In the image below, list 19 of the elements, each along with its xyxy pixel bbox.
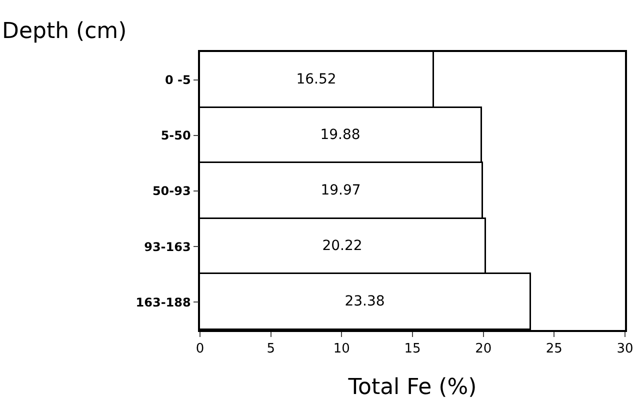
x-tick-label: 30 [616,341,634,356]
y-tick-label: 93-163 [144,240,191,254]
data-label: 23.38 [344,293,385,310]
data-label: 16.52 [296,71,336,88]
x-tick-label: 5 [266,341,275,356]
x-axis-title: Total Fe (%) [347,375,477,400]
y-tick-label: 163-188 [136,295,191,310]
data-label: 19.97 [320,182,361,198]
x-tick-label: 20 [475,341,492,356]
y-tick-label: 5-50 [160,128,191,143]
y-tick-label: 0 -5 [164,73,191,87]
x-tick-label: 0 [196,341,204,356]
x-tick-label: 15 [404,341,421,356]
data-label: 19.88 [320,126,360,143]
data-label: 20.22 [322,238,362,254]
x-tick-label: 25 [546,341,562,356]
y-axis-title: Depth (cm) [2,19,127,44]
y-tick-label: 50-93 [152,184,191,198]
x-tick-label: 10 [333,341,350,356]
